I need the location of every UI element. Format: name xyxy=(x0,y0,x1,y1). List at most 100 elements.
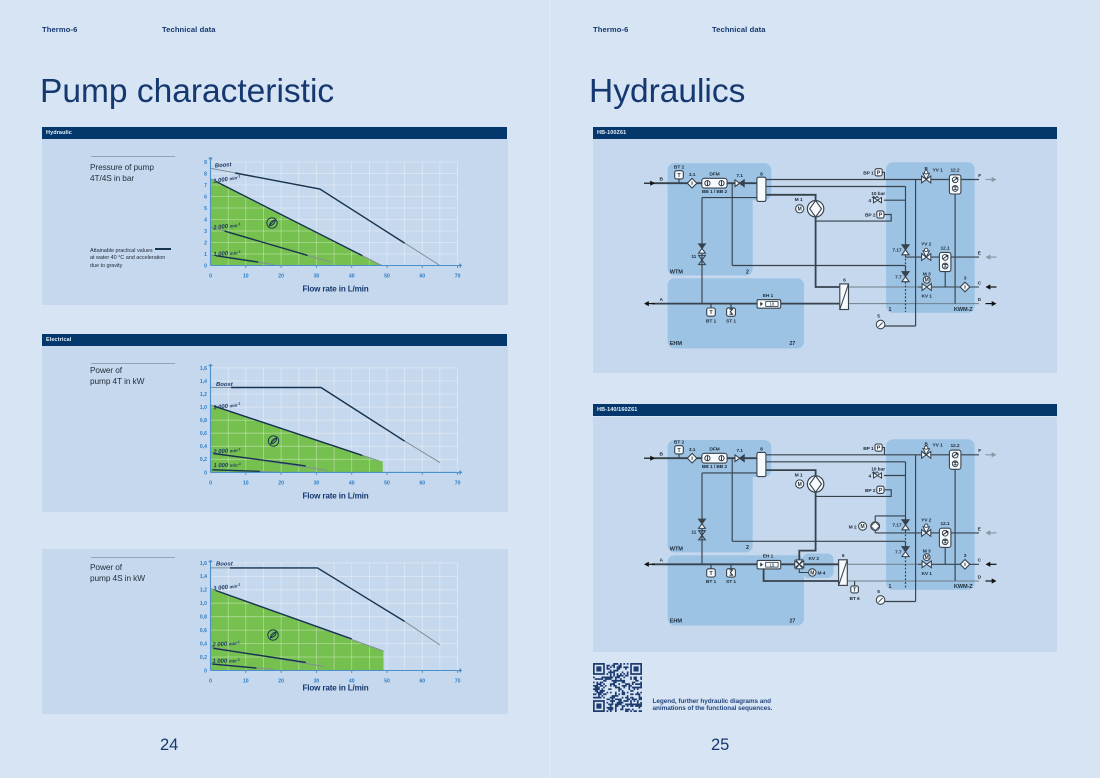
svg-text:0,4: 0,4 xyxy=(200,642,207,648)
svg-text:1: 1 xyxy=(889,307,892,313)
svg-text:40: 40 xyxy=(349,481,355,487)
svg-text:4: 4 xyxy=(868,198,871,204)
svg-text:6: 6 xyxy=(842,553,845,559)
svg-text:9: 9 xyxy=(204,160,207,166)
svg-text:B: B xyxy=(660,451,664,457)
svg-text:1,2: 1,2 xyxy=(200,392,207,398)
svg-text:3.1: 3.1 xyxy=(689,172,696,178)
svg-text:4: 4 xyxy=(868,473,871,479)
svg-text:Boost: Boost xyxy=(216,382,234,388)
svg-text:T: T xyxy=(709,310,713,316)
svg-text:0,2: 0,2 xyxy=(200,457,207,463)
svg-text:M: M xyxy=(798,482,802,488)
svg-text:3.1: 3.1 xyxy=(689,447,696,453)
svg-text:70: 70 xyxy=(455,274,461,280)
svg-text:KWM-Z: KWM-Z xyxy=(954,584,973,590)
svg-text:5: 5 xyxy=(877,589,880,595)
svg-text:KV 1: KV 1 xyxy=(921,294,932,300)
svg-text:7.17: 7.17 xyxy=(892,523,901,529)
svg-text:8: 8 xyxy=(760,447,763,453)
svg-text:60: 60 xyxy=(419,679,425,685)
svg-text:40: 40 xyxy=(349,274,355,280)
svg-text:7.1: 7.1 xyxy=(736,173,743,179)
svg-text:7.7: 7.7 xyxy=(895,550,902,556)
svg-text:F: F xyxy=(978,448,981,454)
svg-text:1,4: 1,4 xyxy=(200,379,207,385)
svg-text:1,0: 1,0 xyxy=(200,601,207,607)
svg-text:1 000 min-1: 1 000 min-1 xyxy=(212,658,240,665)
svg-text:Flow rate in L/min: Flow rate in L/min xyxy=(302,684,368,693)
svg-text:YV 2: YV 2 xyxy=(921,242,932,248)
svg-text:7.1: 7.1 xyxy=(736,448,743,454)
svg-text:0: 0 xyxy=(204,470,207,476)
svg-text:7.7: 7.7 xyxy=(895,275,902,281)
svg-text:18: 18 xyxy=(770,302,775,307)
svg-text:BP 1: BP 1 xyxy=(863,171,874,177)
svg-text:B: B xyxy=(660,176,664,182)
svg-text:27: 27 xyxy=(790,618,796,624)
svg-text:WTM: WTM xyxy=(670,547,683,553)
svg-text:F: F xyxy=(978,173,981,179)
svg-text:60: 60 xyxy=(419,274,425,280)
svg-text:M 2: M 2 xyxy=(849,524,857,530)
svg-text:BP 2: BP 2 xyxy=(865,488,876,494)
svg-text:2 000 min-1: 2 000 min-1 xyxy=(212,222,241,232)
svg-text:0,2: 0,2 xyxy=(200,655,207,661)
svg-text:Boost: Boost xyxy=(215,162,233,170)
svg-text:KV 2: KV 2 xyxy=(809,556,820,562)
svg-text:0,4: 0,4 xyxy=(200,444,207,450)
svg-text:12.1: 12.1 xyxy=(940,245,949,251)
svg-text:EHM: EHM xyxy=(670,618,683,624)
svg-text:B: B xyxy=(925,166,929,171)
svg-text:12.1: 12.1 xyxy=(940,521,949,527)
svg-text:KWM-Z: KWM-Z xyxy=(954,307,973,313)
svg-text:Boost: Boost xyxy=(216,562,234,568)
svg-text:0: 0 xyxy=(209,481,212,487)
svg-text:KV 1: KV 1 xyxy=(921,571,932,577)
svg-text:30: 30 xyxy=(314,679,320,685)
svg-text:D: D xyxy=(978,574,982,580)
svg-text:18: 18 xyxy=(770,562,775,567)
svg-text:BP 1: BP 1 xyxy=(863,446,874,452)
svg-text:20: 20 xyxy=(278,481,284,487)
svg-text:1: 1 xyxy=(889,584,892,590)
svg-text:12.2: 12.2 xyxy=(950,443,959,449)
svg-text:1,2: 1,2 xyxy=(200,588,207,594)
svg-text:P: P xyxy=(879,488,883,494)
svg-text:EH 1: EH 1 xyxy=(763,293,774,299)
svg-text:5: 5 xyxy=(877,313,880,319)
svg-text:0,6: 0,6 xyxy=(200,628,207,634)
svg-text:10: 10 xyxy=(243,481,249,487)
svg-text:BT 2: BT 2 xyxy=(674,440,685,446)
svg-text:3 000 min-1: 3 000 min-1 xyxy=(213,583,241,593)
svg-text:3: 3 xyxy=(964,553,967,559)
svg-text:DFM: DFM xyxy=(709,447,719,453)
svg-text:27: 27 xyxy=(790,341,796,347)
svg-text:11: 11 xyxy=(691,254,696,260)
svg-text:4: 4 xyxy=(204,217,207,223)
svg-text:2: 2 xyxy=(746,545,749,551)
svg-text:20: 20 xyxy=(278,274,284,280)
svg-text:T: T xyxy=(853,587,857,593)
svg-text:M: M xyxy=(798,207,802,213)
svg-text:60: 60 xyxy=(419,481,425,487)
svg-text:BP 2: BP 2 xyxy=(865,213,876,219)
svg-text:WTM: WTM xyxy=(670,270,683,276)
svg-text:70: 70 xyxy=(455,481,461,487)
svg-text:0,6: 0,6 xyxy=(200,431,207,437)
svg-text:0: 0 xyxy=(204,668,207,674)
svg-text:Flow rate in L/min: Flow rate in L/min xyxy=(302,492,368,501)
svg-text:8: 8 xyxy=(204,171,207,177)
svg-text:0: 0 xyxy=(209,274,212,280)
svg-text:1,0: 1,0 xyxy=(200,405,207,411)
svg-text:T: T xyxy=(677,448,681,454)
svg-text:YV 1: YV 1 xyxy=(933,443,944,449)
svg-text:30: 30 xyxy=(314,481,320,487)
svg-text:20: 20 xyxy=(278,679,284,685)
svg-text:M 3: M 3 xyxy=(923,271,931,277)
svg-text:1 000 min-1: 1 000 min-1 xyxy=(213,462,241,469)
svg-text:BT 2: BT 2 xyxy=(674,165,685,171)
svg-text:M 1: M 1 xyxy=(795,197,803,203)
svg-text:70: 70 xyxy=(455,679,461,685)
svg-text:DFM: DFM xyxy=(709,172,719,178)
